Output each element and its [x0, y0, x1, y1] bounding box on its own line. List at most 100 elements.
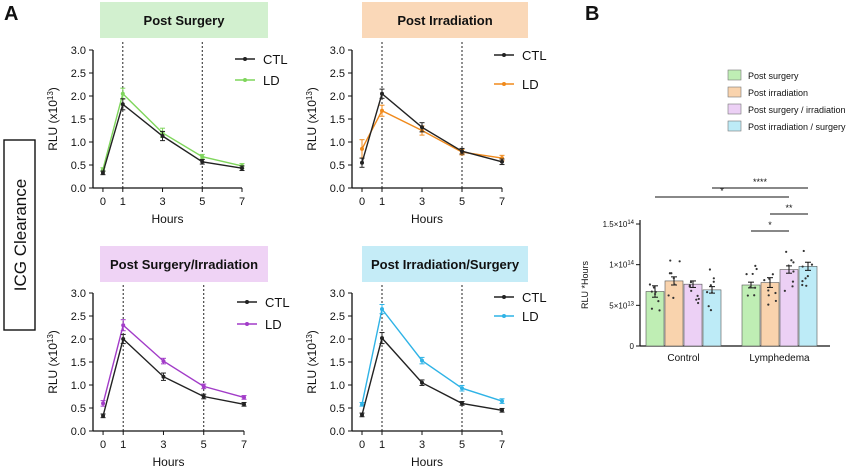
y-tick-label: 0.0 — [330, 183, 345, 195]
chart-title: Post Irradiation/Surgery — [371, 257, 520, 272]
series-line — [361, 109, 503, 159]
line-chart-2: Post Irradiation 0.0 0.5 1.0 1.5 2.0 2.5 3.0 0 1 3… — [305, 2, 547, 226]
y-tick-label: 2.5 — [71, 68, 86, 80]
x-tick-label: 1 — [379, 439, 385, 451]
x-axis-label: Hours — [411, 455, 443, 469]
legend-label: LD — [522, 309, 539, 324]
legend-label: LD — [265, 317, 282, 332]
data-point — [420, 380, 424, 385]
x-tick-label: 7 — [239, 196, 245, 208]
y-tick-label: 5×1013 — [609, 301, 634, 310]
y-tick-label: 2.5 — [330, 68, 345, 80]
legend-swatch — [727, 86, 742, 98]
data-point — [201, 384, 206, 389]
data-dot — [805, 284, 808, 287]
y-tick-label: 1.5 — [71, 114, 86, 126]
data-dot — [754, 264, 757, 268]
data-dot — [792, 261, 795, 264]
series-ctl — [359, 332, 505, 418]
data-dot — [810, 263, 814, 266]
legend-label: CTL — [265, 295, 290, 310]
legend-swatch — [727, 103, 742, 115]
y-axis-label: RLU (x1013) — [46, 330, 61, 394]
data-dot — [672, 296, 675, 299]
legend-label: CTL — [263, 52, 288, 67]
x-tick-label: 1 — [379, 196, 385, 208]
data-dot — [707, 305, 710, 308]
data-point — [100, 170, 105, 175]
data-point — [200, 159, 205, 164]
data-dot — [767, 303, 770, 306]
data-dot — [688, 284, 691, 287]
y-tick-label: 0.5 — [330, 403, 345, 415]
series-line — [102, 337, 245, 416]
data-dot — [745, 273, 748, 276]
legend-label: LD — [263, 73, 280, 88]
legend-label: Post irradiation / surgery — [748, 122, 846, 132]
data-dot — [783, 289, 786, 292]
chart-title-box — [362, 2, 528, 38]
y-tick-label: 2.0 — [71, 91, 86, 103]
y-tick-label: 0.5 — [71, 160, 86, 172]
legend-label: CTL — [522, 290, 547, 305]
y-tick-label: 1.0 — [330, 137, 345, 149]
data-dot — [801, 283, 804, 287]
bar — [645, 291, 665, 347]
legend-label: Post irradiation — [748, 88, 808, 98]
data-dot — [712, 280, 715, 283]
series-line — [361, 92, 503, 163]
series-ctl — [359, 88, 505, 168]
data-dot — [790, 259, 793, 262]
y-tick-label: 2.5 — [330, 311, 345, 323]
bar-chart: 0 5×1013 1×1014 1.5×1014 RLU *Hours Control Ly… — [580, 69, 846, 364]
legend-label: CTL — [522, 48, 547, 63]
data-dot — [708, 268, 711, 271]
category-label: Control — [667, 353, 699, 364]
line-chart-3: Post Surgery/Irradiation 0.0 0.5 1.0 1.5 2.0 2… — [46, 246, 290, 469]
bar — [779, 269, 799, 347]
data-dot — [804, 277, 807, 280]
significance-label: ** — [785, 203, 793, 213]
data-dot — [709, 309, 713, 312]
data-dot — [650, 307, 654, 310]
y-tick-label: 3.0 — [330, 45, 345, 57]
data-point — [360, 160, 364, 165]
legend-swatch — [727, 120, 742, 132]
data-dot — [749, 286, 752, 289]
data-dot — [673, 283, 676, 286]
legend-label: Post surgery — [748, 71, 799, 81]
y-tick-label: 3.0 — [330, 288, 345, 300]
data-point — [360, 412, 364, 417]
data-dot — [689, 280, 693, 284]
x-axis-label: Hours — [152, 455, 184, 469]
data-dot — [753, 286, 757, 289]
data-point — [101, 401, 106, 406]
data-dot — [802, 249, 805, 253]
panel-a-letter: A — [4, 3, 18, 25]
data-dot — [751, 272, 754, 276]
data-point — [380, 307, 384, 312]
data-dot — [667, 294, 670, 297]
data-dot — [801, 280, 804, 283]
x-tick-label: 5 — [459, 196, 465, 208]
data-point — [460, 386, 464, 391]
data-point — [160, 134, 165, 139]
y-tick-label: 1.0 — [330, 380, 345, 392]
chart-title: Post Irradiation — [397, 13, 492, 28]
legend-marker — [502, 82, 506, 86]
data-dot — [801, 265, 804, 268]
data-point — [360, 146, 364, 151]
data-dot — [753, 294, 756, 297]
data-dot — [712, 277, 715, 280]
y-tick-label: 1.5×1014 — [603, 220, 635, 229]
y-tick-label: 0.5 — [71, 403, 86, 415]
data-dot — [791, 280, 795, 283]
series-ld — [100, 319, 247, 407]
y-tick-label: 3.0 — [71, 288, 86, 300]
data-dot — [746, 294, 749, 297]
significance-label: * — [720, 186, 724, 196]
data-point — [120, 91, 125, 96]
data-dot — [806, 275, 809, 278]
x-tick-label: 0 — [100, 196, 106, 208]
x-axis-label: Hours — [411, 212, 443, 226]
